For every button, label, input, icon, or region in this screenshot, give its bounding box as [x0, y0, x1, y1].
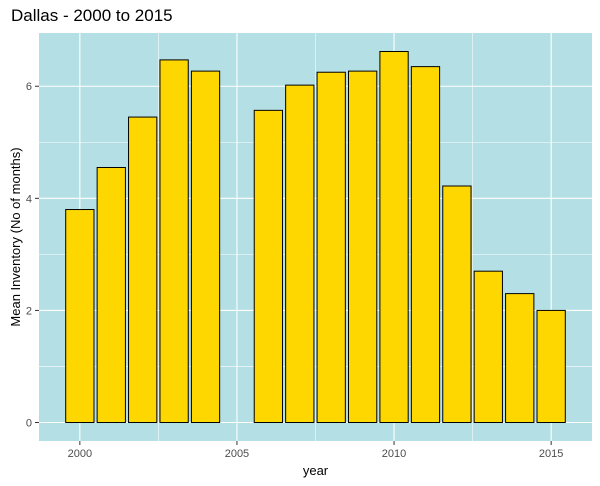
x-tick-label: 2000	[68, 448, 92, 460]
bar-2015	[536, 309, 566, 424]
y-tick-label: 0	[26, 418, 32, 430]
bar-2014	[505, 293, 535, 424]
bar-2013	[473, 270, 503, 424]
bar-2012	[442, 185, 472, 424]
bar-2004	[190, 70, 221, 424]
y-tick-label: 2	[26, 305, 32, 317]
bar-2007	[285, 84, 315, 424]
x-tick-label: 2015	[539, 448, 563, 460]
y-tick-label: 4	[26, 193, 32, 205]
bar-2002	[128, 116, 158, 424]
y-axis-ticks: 0 2 4 6	[26, 81, 39, 430]
bars	[65, 50, 566, 424]
y-tick-label: 6	[26, 81, 32, 93]
chart-title: Dallas - 2000 to 2015	[11, 6, 173, 25]
y-axis-label: Mean Inventory (No of months)	[8, 147, 23, 326]
bar-2001	[96, 167, 126, 424]
bar-2006	[253, 109, 284, 424]
x-axis-label: year	[303, 463, 329, 478]
bar-2003	[159, 59, 189, 424]
bar-2009	[347, 70, 378, 424]
bar-2011	[410, 66, 441, 424]
bar-2010	[379, 50, 409, 424]
bar-2008	[316, 71, 346, 424]
x-tick-label: 2010	[382, 448, 406, 460]
x-axis-ticks: 2000 2005 2010 2015	[68, 441, 563, 460]
bar-2000	[65, 209, 95, 424]
x-tick-label: 2005	[225, 448, 249, 460]
